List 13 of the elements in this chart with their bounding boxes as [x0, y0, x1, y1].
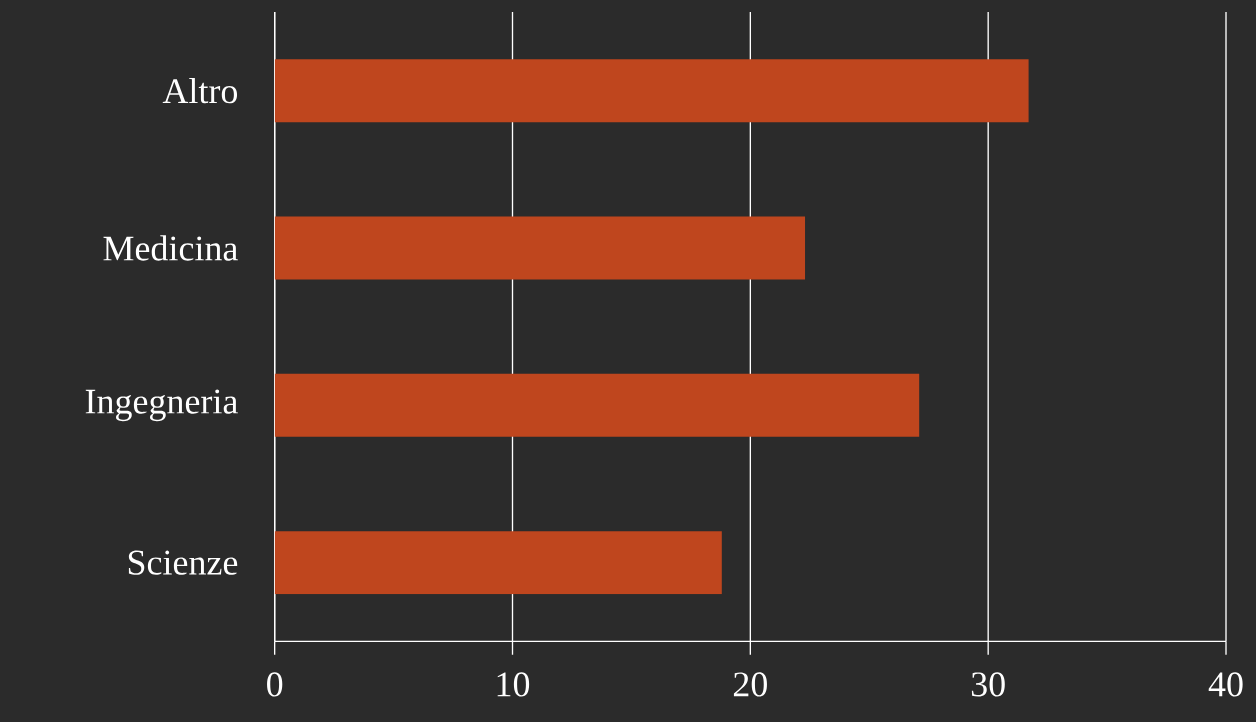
bar	[274, 216, 806, 280]
bar	[274, 531, 722, 595]
y-tick-label: Scienze	[128, 550, 238, 575]
bar	[274, 373, 920, 437]
y-tick-label: Altro	[162, 78, 238, 104]
x-tick-label: 0	[267, 672, 283, 697]
x-tick-label: 40	[1208, 672, 1243, 697]
x-tick-label: 20	[733, 672, 767, 697]
x-tick-label: 30	[971, 672, 1005, 697]
x-tick-label: 10	[497, 672, 530, 697]
y-tick-label: Medicina	[103, 235, 238, 261]
bar	[274, 59, 1029, 123]
y-tick-label: Ingegneria	[85, 389, 238, 422]
